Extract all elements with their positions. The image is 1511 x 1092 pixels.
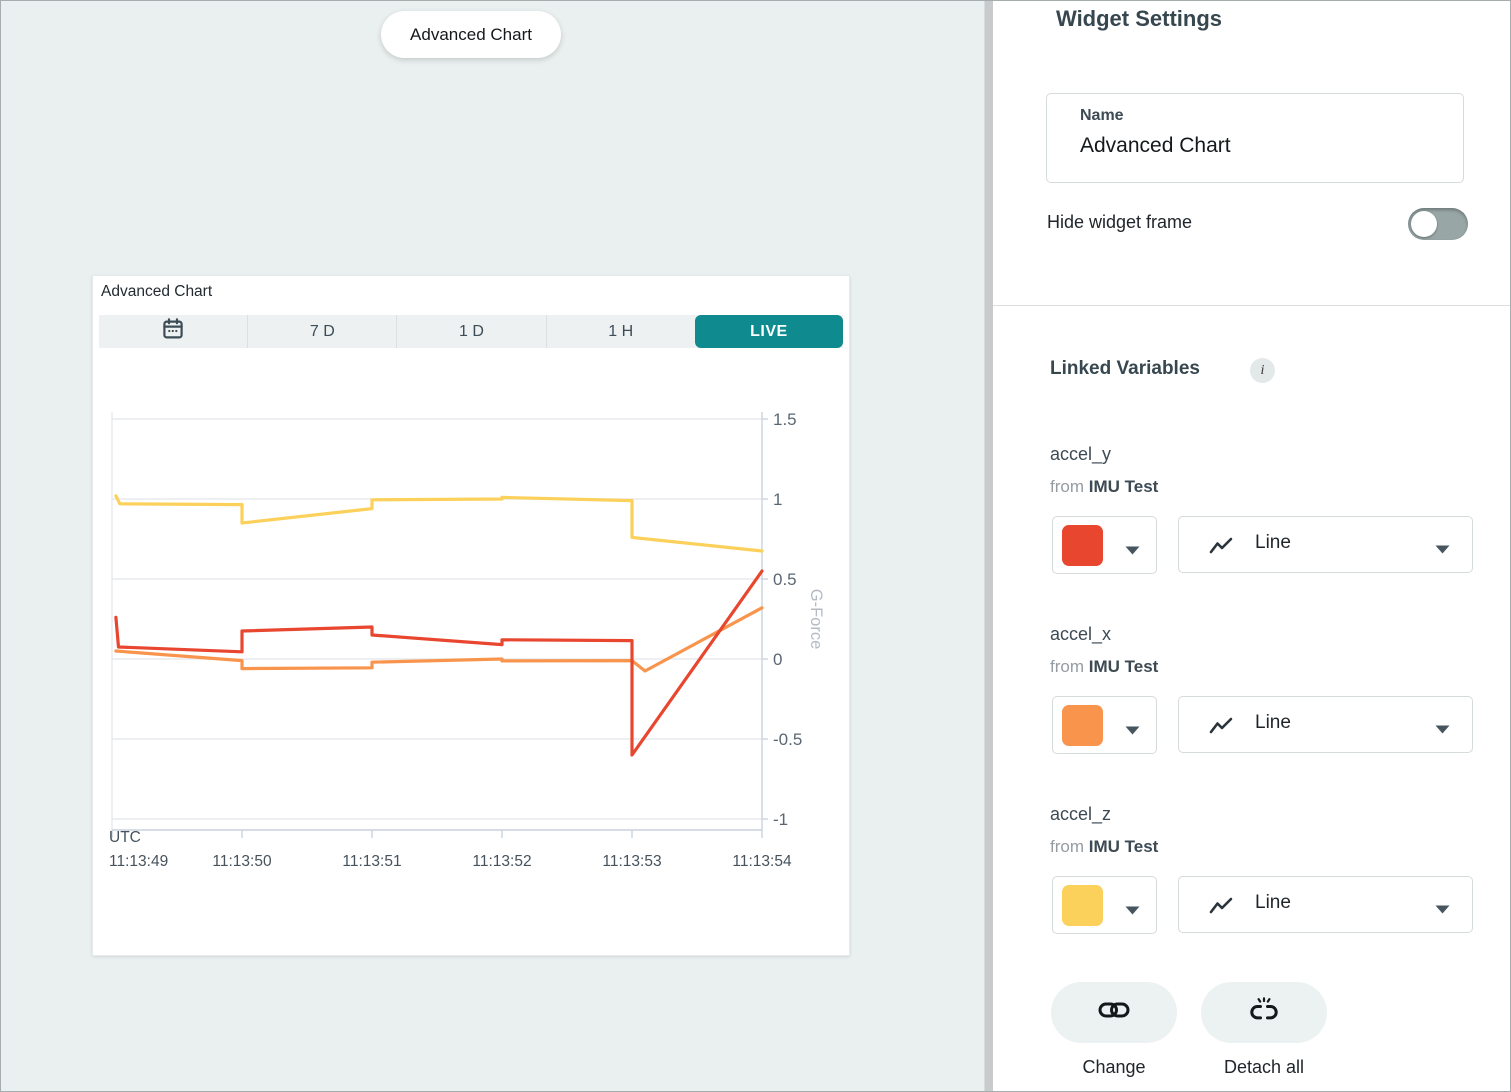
variable-name: accel_x <box>1050 624 1111 645</box>
source-name: IMU Test <box>1089 657 1159 676</box>
chevron-down-icon <box>1125 542 1140 560</box>
plot-type-dropdown[interactable]: Line <box>1178 516 1473 573</box>
y-axis-title: G-Force <box>807 589 825 650</box>
source-name: IMU Test <box>1089 477 1159 496</box>
y-tick-label: -0.5 <box>773 730 802 749</box>
dashboard-canvas: Advanced Chart Advanced Chart <box>1 1 984 1091</box>
series-line-accel_y <box>116 571 762 755</box>
chart-title: Advanced Chart <box>101 283 212 301</box>
chevron-down-icon <box>1125 722 1140 740</box>
color-swatch <box>1062 705 1103 746</box>
toggle-knob <box>1411 211 1437 237</box>
variable-name: accel_z <box>1050 804 1111 825</box>
change-button[interactable] <box>1051 982 1177 1043</box>
change-button-label[interactable]: Change <box>1051 1057 1177 1078</box>
app-window: Advanced Chart Advanced Chart <box>0 0 1511 1092</box>
x-tick-label: 11:13:51 <box>342 853 401 870</box>
y-tick-label: -1 <box>773 810 788 829</box>
range-1h-button[interactable]: 1 H <box>546 315 695 348</box>
chevron-down-icon <box>1435 721 1450 739</box>
x-axis-zone-label: UTC <box>109 829 141 846</box>
advanced-chart-widget: Advanced Chart <box>92 275 850 956</box>
line-chart-icon <box>1209 537 1233 559</box>
y-tick-label: 1.5 <box>773 410 797 429</box>
widget-name-pill: Advanced Chart <box>381 11 561 58</box>
color-picker-dropdown[interactable] <box>1052 696 1157 754</box>
color-swatch <box>1062 525 1103 566</box>
panel-scrollbar[interactable] <box>984 1 993 1091</box>
hide-widget-frame-label: Hide widget frame <box>1047 212 1192 233</box>
from-prefix: from <box>1050 657 1084 676</box>
source-name: IMU Test <box>1089 837 1159 856</box>
plot-type-value: Line <box>1255 712 1291 734</box>
variable-name: accel_y <box>1050 444 1111 465</box>
range-7d-button[interactable]: 7 D <box>247 315 396 348</box>
series-line-accel_z <box>116 496 762 551</box>
link-icon <box>1098 999 1130 1026</box>
plot-type-value: Line <box>1255 892 1291 914</box>
line-chart-icon <box>1209 897 1233 919</box>
name-field-label: Name <box>1080 107 1124 125</box>
chevron-down-icon <box>1435 541 1450 559</box>
range-1d-button[interactable]: 1 D <box>396 315 545 348</box>
plot-type-dropdown[interactable]: Line <box>1178 876 1473 933</box>
y-tick-label: 0 <box>773 650 782 669</box>
calendar-range-button[interactable] <box>99 315 247 348</box>
range-live-button[interactable]: LIVE <box>695 315 843 348</box>
name-field[interactable]: Name Advanced Chart <box>1046 93 1464 183</box>
plot-type-value: Line <box>1255 532 1291 554</box>
variable-source: from IMU Test <box>1050 477 1158 497</box>
x-tick-label: 11:13:49 <box>109 853 168 870</box>
link-broken-icon <box>1248 997 1280 1028</box>
panel-title: Widget Settings <box>1056 6 1222 32</box>
plot-type-dropdown[interactable]: Line <box>1178 696 1473 753</box>
variable-source: from IMU Test <box>1050 657 1158 677</box>
from-prefix: from <box>1050 837 1084 856</box>
hide-widget-frame-toggle[interactable] <box>1408 208 1468 240</box>
variable-source: from IMU Test <box>1050 837 1158 857</box>
chevron-down-icon <box>1435 901 1450 919</box>
from-prefix: from <box>1050 477 1084 496</box>
color-swatch <box>1062 885 1103 926</box>
section-divider <box>993 305 1511 306</box>
line-chart-plot: 1.5 1 0.5 0 -0.5 -1 11:13:49 11:13:50 11:13:51 11… <box>99 354 843 914</box>
color-picker-dropdown[interactable] <box>1052 516 1157 574</box>
y-tick-label: 0.5 <box>773 570 797 589</box>
widget-settings-panel: Widget Settings Name Advanced Chart Hide… <box>993 1 1511 1091</box>
widget-name-pill-label: Advanced Chart <box>410 25 532 45</box>
x-tick-label: 11:13:53 <box>602 853 661 870</box>
x-tick-label: 11:13:52 <box>472 853 531 870</box>
x-tick-label: 11:13:50 <box>212 853 272 870</box>
x-tick-label: 11:13:54 <box>732 853 792 870</box>
time-range-toolbar: 7 D 1 D 1 H LIVE <box>99 315 843 348</box>
y-tick-label: 1 <box>773 490 782 509</box>
name-field-value[interactable]: Advanced Chart <box>1080 134 1231 158</box>
calendar-icon <box>161 317 185 346</box>
color-picker-dropdown[interactable] <box>1052 876 1157 934</box>
detach-all-button[interactable] <box>1201 982 1327 1043</box>
chevron-down-icon <box>1125 902 1140 920</box>
info-icon[interactable]: i <box>1250 358 1275 383</box>
linked-variables-heading: Linked Variables <box>1050 358 1200 380</box>
line-chart-icon <box>1209 717 1233 739</box>
detach-all-button-label[interactable]: Detach all <box>1201 1057 1327 1078</box>
